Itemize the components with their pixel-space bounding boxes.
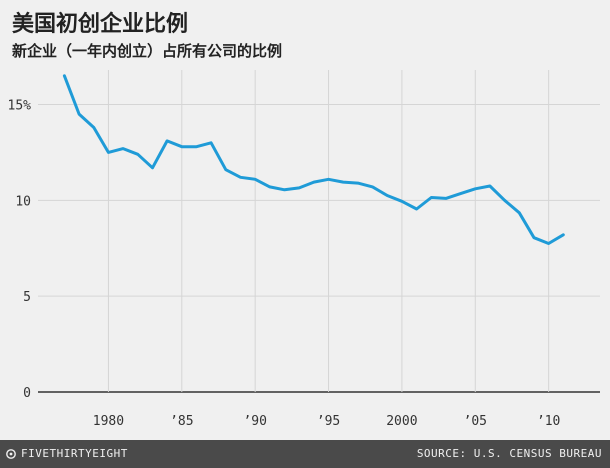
line-chart: 0 5 10 15% 1980 ’85 ’90 ’95 2000 ’05 ’10 <box>8 70 600 429</box>
y-tick-label: 5 <box>23 290 31 305</box>
footer-bar: FIVETHIRTYEIGHT SOURCE: U.S. CENSUS BURE… <box>0 440 610 468</box>
x-tick-label: ’85 <box>170 414 193 429</box>
x-tick-label: ’90 <box>243 414 266 429</box>
brand-name: FIVETHIRTYEIGHT <box>21 447 128 460</box>
chart-title: 美国初创企业比例 <box>12 12 189 37</box>
chart-subtitle: 新企业（一年内创立）占所有公司的比例 <box>12 42 283 60</box>
source-note: SOURCE: U.S. CENSUS BUREAU <box>416 447 602 460</box>
y-tick-label: 0 <box>23 386 31 401</box>
footer-brand: FIVETHIRTYEIGHT <box>6 447 128 460</box>
y-tick-label: 15% <box>8 99 32 114</box>
y-tick-label: 10 <box>15 194 31 209</box>
x-tick-label: 2000 <box>386 414 417 429</box>
series-line <box>62 74 565 245</box>
gridlines <box>38 70 600 393</box>
x-tick-label: ’10 <box>537 414 560 429</box>
series-layer <box>62 74 565 245</box>
x-tick-label: ’05 <box>464 414 487 429</box>
x-tick-label: ’95 <box>317 414 340 429</box>
y-axis-ticks: 0 5 10 15% <box>8 99 32 402</box>
x-tick-label: 1980 <box>93 414 124 429</box>
brand-logo-icon <box>6 448 16 459</box>
x-axis-ticks: 1980 ’85 ’90 ’95 2000 ’05 ’10 <box>93 414 561 429</box>
